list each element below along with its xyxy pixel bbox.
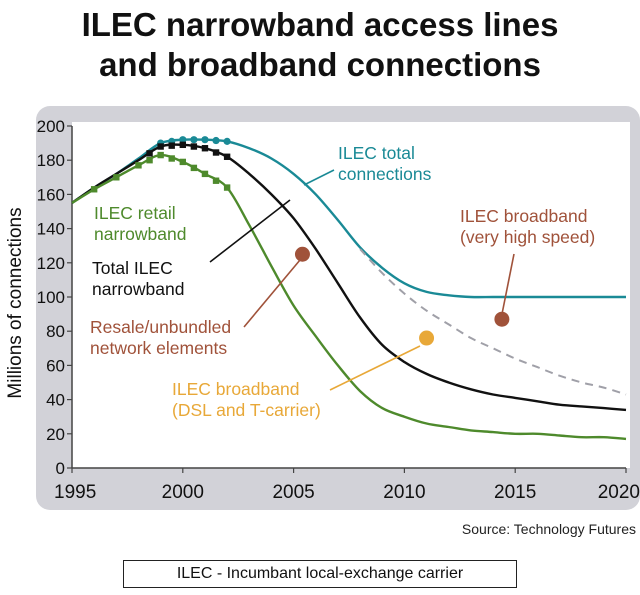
- annotation-label-3: Resale/unbundled: [90, 317, 231, 337]
- series-marker-1: [190, 143, 198, 150]
- y-tick-label: 120: [37, 254, 65, 273]
- x-tick-label: 2000: [162, 482, 204, 503]
- series-marker-2: [135, 162, 142, 169]
- y-tick-label: 20: [46, 425, 65, 444]
- series-marker-2: [179, 158, 186, 166]
- y-axis-label: Millions of connections: [5, 207, 26, 398]
- series-marker-2: [190, 164, 198, 172]
- annotation-leader-5: [501, 253, 515, 315]
- annotation-dot-3: [294, 246, 310, 262]
- annotation-leader-0: [303, 169, 335, 186]
- y-tick-label: 60: [46, 356, 65, 375]
- y-tick-label: 180: [37, 151, 65, 170]
- series-marker-0: [190, 136, 198, 144]
- series-marker-1: [179, 141, 186, 149]
- series-marker-2: [201, 170, 209, 178]
- y-tick-label: 200: [37, 117, 65, 136]
- series-marker-0: [179, 136, 187, 144]
- series-line-3: [359, 248, 627, 396]
- series-marker-0: [212, 136, 220, 145]
- series-marker-2: [212, 177, 220, 184]
- series-marker-2: [113, 174, 120, 181]
- annotation-label-1: narrowband: [94, 224, 186, 244]
- series-marker-1: [201, 145, 209, 152]
- annotation-dot-4: [419, 330, 435, 346]
- annotation-dot-5: [494, 311, 510, 327]
- annotation-leader-4: [329, 345, 421, 391]
- x-tick-label: 2005: [272, 482, 314, 503]
- series-marker-1: [157, 143, 164, 150]
- annotation-label-5: (very high speed): [460, 227, 595, 247]
- plot-area: [72, 122, 630, 468]
- annotation-leader-2: [209, 199, 291, 263]
- x-tick-label: 2015: [494, 482, 536, 503]
- y-tick-label: 140: [37, 220, 65, 239]
- annotation-label-5: ILEC broadband: [460, 206, 587, 226]
- x-tick-label: 2020: [598, 482, 640, 503]
- annotation-label-4: ILEC broadband: [172, 379, 299, 399]
- series-marker-1: [146, 150, 153, 157]
- y-tick-label: 40: [46, 391, 65, 410]
- annotation-label-2: narrowband: [92, 279, 184, 299]
- annotation-label-3: network elements: [90, 338, 227, 358]
- series-marker-1: [223, 153, 231, 160]
- series-marker-2: [157, 151, 164, 159]
- x-tick-label: 1995: [54, 482, 96, 503]
- annotation-label-1: ILEC retail: [94, 203, 176, 223]
- series-marker-2: [223, 184, 231, 191]
- series-marker-1: [168, 142, 175, 149]
- y-tick-label: 100: [37, 288, 65, 307]
- y-tick-label: 160: [37, 185, 65, 204]
- abbreviation-footnote: ILEC - Incumbant local-exchange carrier: [123, 560, 517, 588]
- series-marker-2: [168, 155, 175, 162]
- chart-title-line1: ILEC narrowband access lines: [81, 6, 559, 43]
- series-marker-2: [90, 186, 98, 193]
- series-marker-1: [212, 149, 220, 156]
- annotation-label-4: (DSL and T-carrier): [172, 400, 321, 420]
- y-tick-label: 0: [56, 459, 65, 478]
- series-marker-0: [201, 136, 209, 144]
- source-note: Source: Technology Futures: [461, 521, 636, 537]
- annotation-label-0: ILEC total: [338, 143, 415, 163]
- series-marker-0: [223, 137, 231, 145]
- annotation-label-0: connections: [338, 164, 432, 184]
- y-tick-label: 80: [46, 322, 65, 341]
- x-tick-label: 2010: [383, 482, 425, 503]
- series-marker-2: [146, 157, 153, 164]
- annotation-leader-3: [243, 259, 301, 328]
- chart-title-line2: and broadband connections: [99, 46, 541, 83]
- annotation-label-2: Total ILEC: [92, 258, 173, 278]
